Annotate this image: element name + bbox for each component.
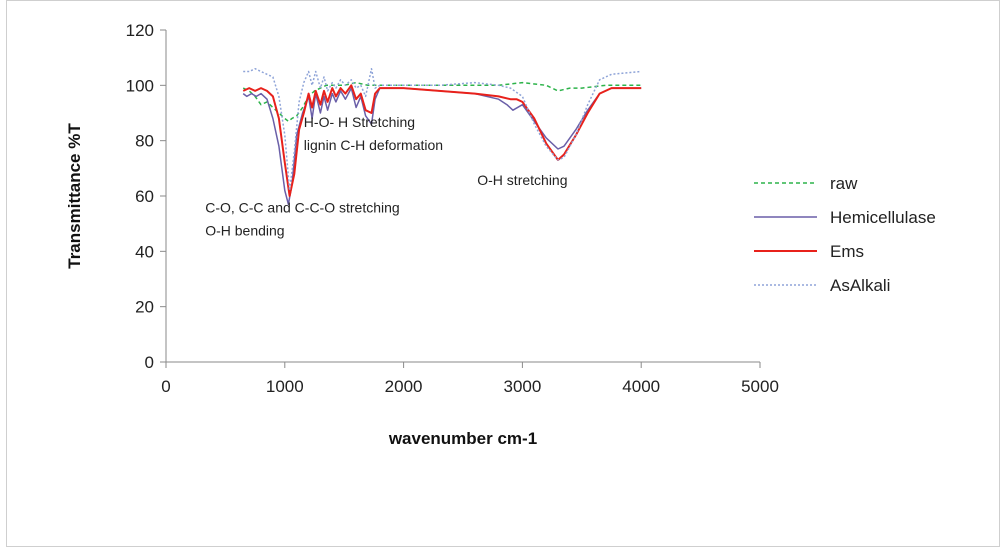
- x-tick-label: 2000: [385, 377, 423, 396]
- annotation-label: C-O, C-C and C-C-O stretching: [205, 200, 399, 216]
- x-tick-label: 4000: [622, 377, 660, 396]
- legend-label-ems: Ems: [830, 242, 864, 261]
- legend-label-hemicellulase: Hemicellulase: [830, 208, 936, 227]
- series-layer: [242, 67, 642, 206]
- x-tick-label: 0: [161, 377, 170, 396]
- ticks: 0 20 40 60 80 100 120 0 1000 2000 3000 4000 5000: [126, 21, 779, 396]
- series-line-ems: [242, 84, 642, 197]
- x-tick-label: 1000: [266, 377, 304, 396]
- x-tick-label: 3000: [503, 377, 541, 396]
- y-tick-label: 60: [135, 187, 154, 206]
- series-line-asalkali: [243, 67, 642, 192]
- annotation-label: O-H stretching: [477, 172, 567, 188]
- y-axis-title: Transmittance %T: [65, 123, 84, 269]
- series-line-raw: [242, 81, 642, 123]
- y-tick-label: 100: [126, 76, 154, 95]
- axes: [165, 30, 760, 363]
- legend-label-raw: raw: [830, 174, 858, 193]
- annotation-label: lignin C-H deformation: [304, 137, 443, 153]
- y-tick-label: 0: [145, 353, 154, 372]
- y-tick-label: 20: [135, 298, 154, 317]
- y-tick-label: 120: [126, 21, 154, 40]
- x-tick-label: 5000: [741, 377, 779, 396]
- annotation-label: O-H bending: [205, 223, 284, 239]
- y-tick-label: 80: [135, 132, 154, 151]
- chart-frame: [6, 0, 1000, 547]
- x-axis-title: wavenumber cm-1: [388, 429, 537, 448]
- legend-label-asalkali: AsAlkali: [830, 276, 890, 295]
- legend: raw Hemicellulase Ems AsAlkali: [754, 174, 936, 295]
- annotation-layer: C-O, C-C and C-C-O stretching O-H bending…: [205, 114, 567, 239]
- annotation-label: H-O- H Stretching: [304, 114, 415, 130]
- y-tick-label: 40: [135, 242, 154, 261]
